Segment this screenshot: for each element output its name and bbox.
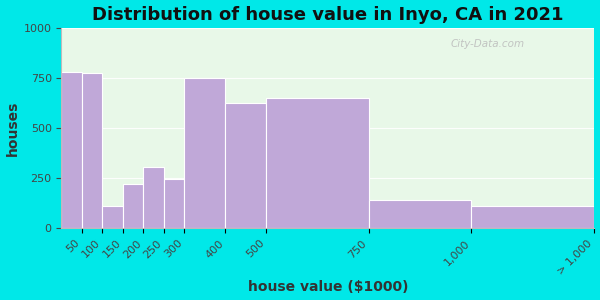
Title: Distribution of house value in Inyo, CA in 2021: Distribution of house value in Inyo, CA … — [92, 6, 563, 24]
Bar — [369, 200, 472, 228]
Bar — [472, 206, 595, 228]
Bar — [164, 179, 184, 228]
X-axis label: house value ($1000): house value ($1000) — [248, 280, 408, 294]
Bar — [184, 78, 226, 228]
Text: City-Data.com: City-Data.com — [451, 39, 525, 49]
Bar — [103, 206, 123, 228]
Bar — [123, 184, 143, 228]
Bar — [82, 73, 103, 228]
Bar — [143, 167, 164, 228]
Bar — [266, 98, 369, 228]
Bar — [226, 103, 266, 228]
Y-axis label: houses: houses — [5, 100, 20, 156]
Bar — [61, 72, 82, 228]
